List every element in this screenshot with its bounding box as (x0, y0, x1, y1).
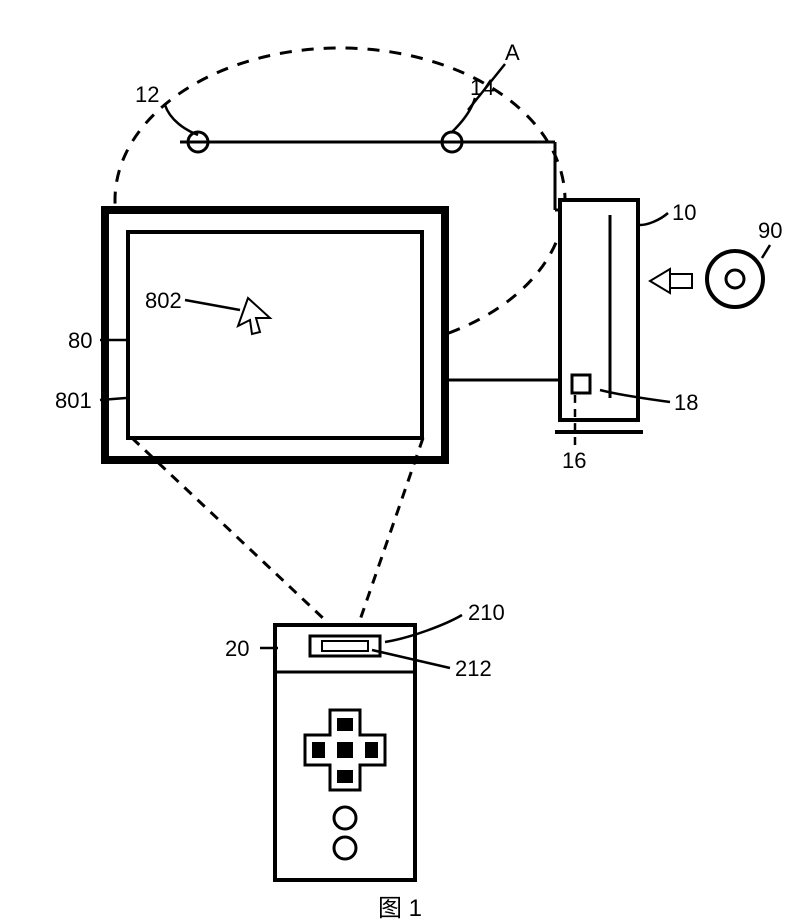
ref-label-l801: 801 (55, 388, 92, 414)
ref-label-l212: 212 (455, 656, 492, 682)
diagram-svg (0, 0, 800, 919)
figure-caption: 图 1 (378, 888, 422, 923)
ref-label-l18: 18 (674, 390, 698, 416)
ref-label-l802: 802 (145, 288, 182, 314)
ref-label-l10: 10 (672, 200, 696, 226)
ref-label-l210: 210 (468, 600, 505, 626)
ref-label-l16: 16 (562, 448, 586, 474)
ref-label-l80: 80 (68, 328, 92, 354)
figure-canvas: A1214109080280801181621020212图 1 (0, 0, 800, 919)
ref-label-A: A (505, 40, 520, 66)
ref-label-l12: 12 (135, 82, 159, 108)
ref-label-l14: 14 (470, 75, 494, 101)
ref-label-l90: 90 (758, 218, 782, 244)
ref-label-l20: 20 (225, 636, 249, 662)
